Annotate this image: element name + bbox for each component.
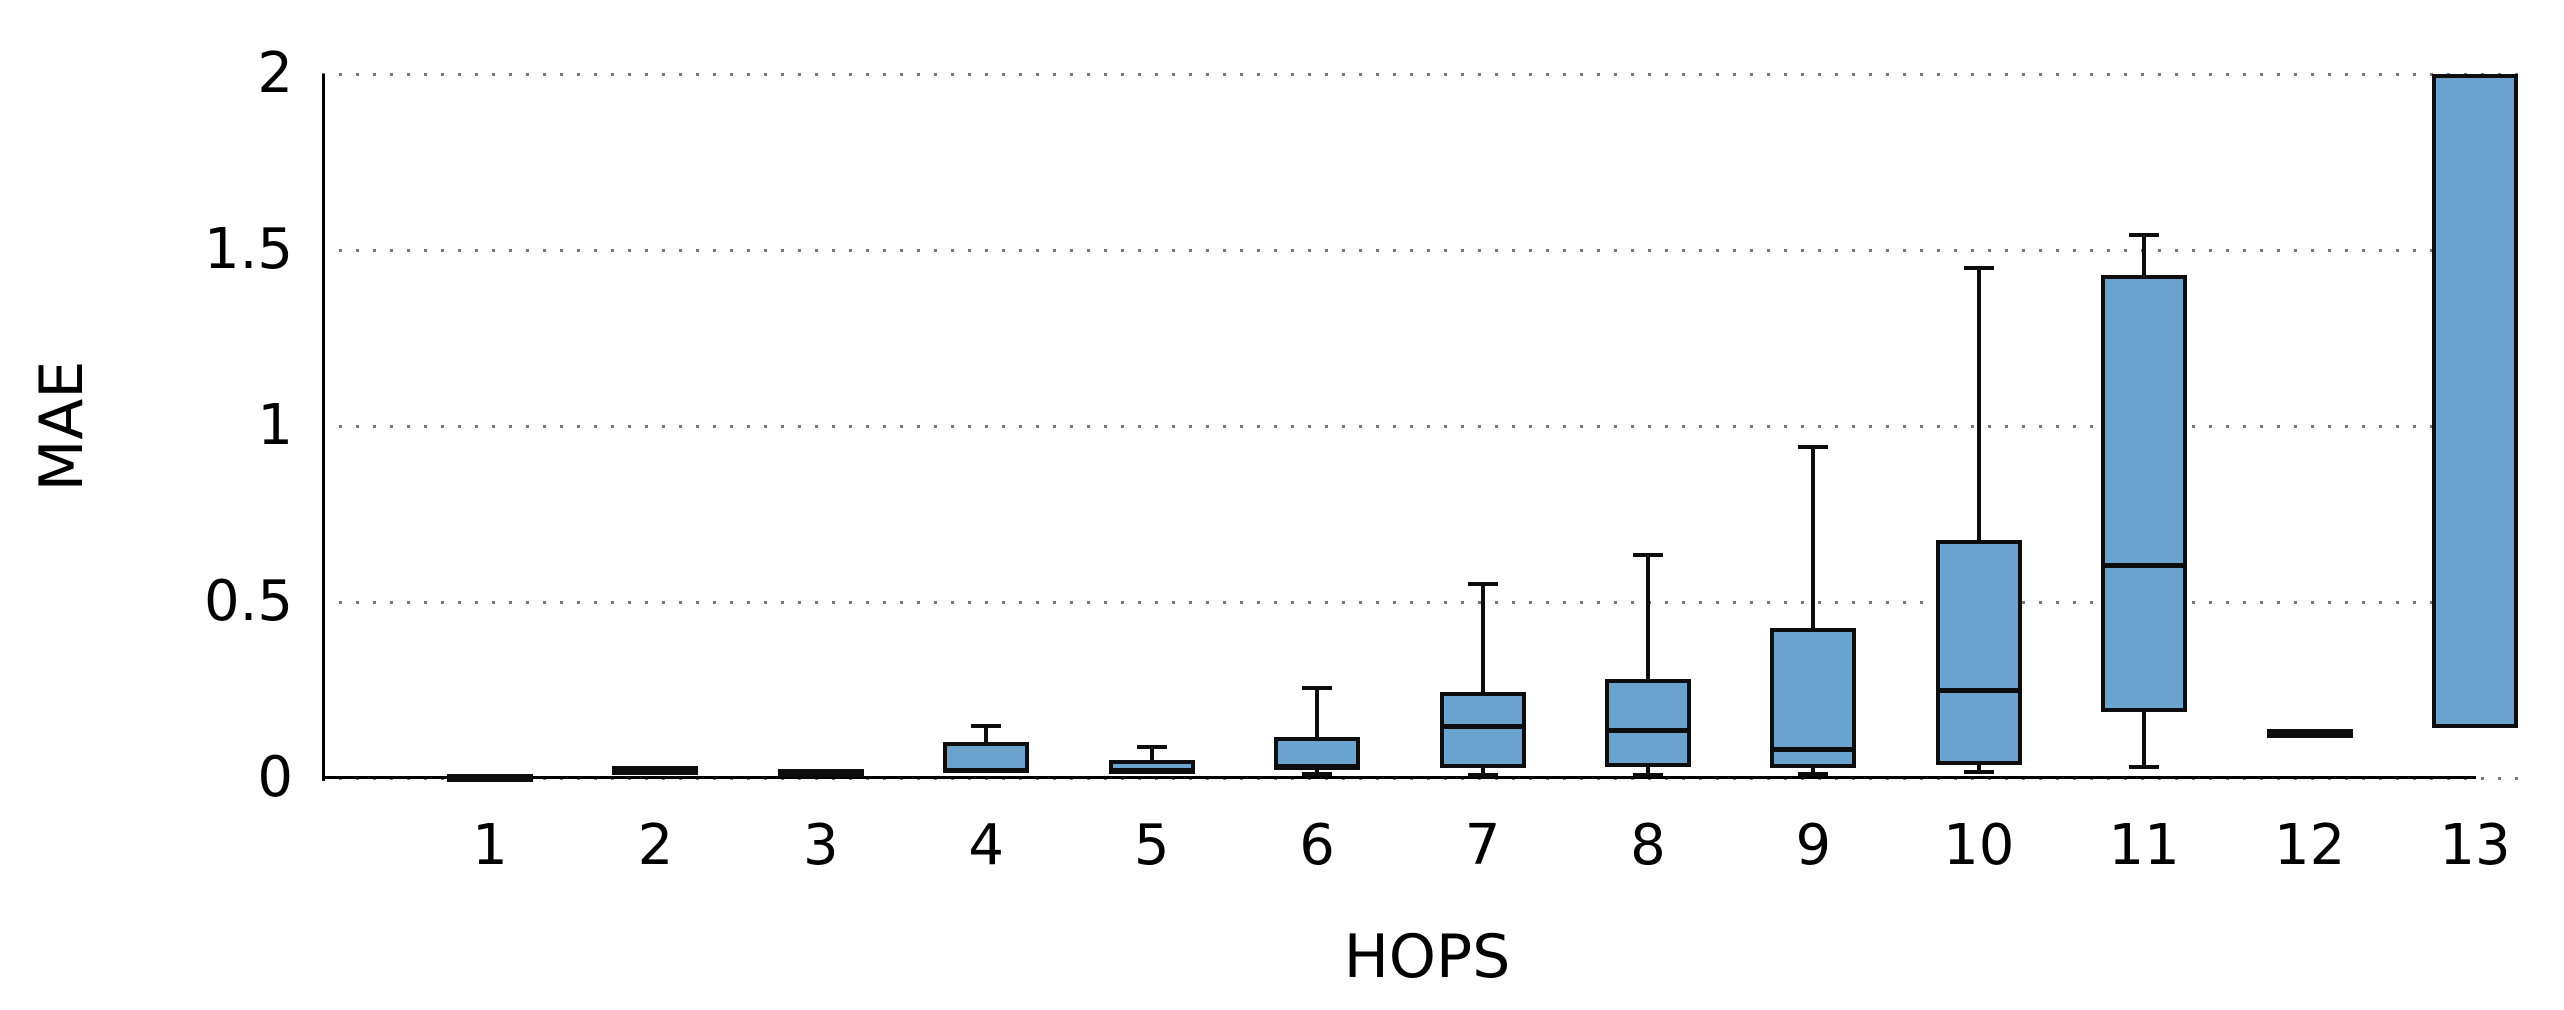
whisker-cap-bottom-hop-9 <box>1798 772 1829 777</box>
y-tick-label-2: 2 <box>257 41 293 106</box>
gridline-y-2 <box>322 72 2530 76</box>
whisker-cap-top-hop-9 <box>1798 445 1829 450</box>
whisker-stem-bottom-hop-8 <box>1645 767 1650 775</box>
whisker-cap-bottom-hop-8 <box>1632 772 1663 777</box>
whisker-stem-top-hop-6 <box>1315 687 1320 737</box>
whisker-stem-top-hop-4 <box>984 725 989 743</box>
box-hop-9 <box>1770 628 1857 769</box>
median-line-hop-9 <box>1770 747 1857 753</box>
whisker-cap-top-hop-11 <box>2129 232 2160 237</box>
x-tick-label-11: 11 <box>2108 813 2180 878</box>
median-line-hop-5 <box>1108 767 1195 773</box>
whisker-stem-top-hop-5 <box>1149 747 1154 761</box>
whisker-cap-bottom-hop-10 <box>1963 770 1994 775</box>
x-tick-label-7: 7 <box>1464 813 1501 878</box>
gridline-y-0.5 <box>322 600 2530 604</box>
box-hop-10 <box>1935 540 2022 765</box>
whisker-cap-bottom-hop-6 <box>1302 772 1333 777</box>
whisker-stem-bottom-hop-9 <box>1811 768 1816 775</box>
whisker-cap-top-hop-5 <box>1136 745 1167 750</box>
y-axis-spine <box>322 74 325 781</box>
whisker-cap-top-hop-8 <box>1632 552 1663 557</box>
median-line-hop-7 <box>1439 724 1526 730</box>
x-tick-label-6: 6 <box>1299 813 1335 878</box>
whisker-cap-top-hop-6 <box>1302 685 1333 690</box>
median-line-hop-8 <box>1604 727 1691 733</box>
whisker-stem-top-hop-7 <box>1480 584 1485 693</box>
median-line-hop-2 <box>612 767 699 773</box>
whisker-stem-bottom-hop-11 <box>2142 711 2147 768</box>
median-line-hop-4 <box>943 767 1030 773</box>
whisker-cap-top-hop-10 <box>1963 265 1994 270</box>
x-tick-label-10: 10 <box>1943 813 2015 878</box>
whisker-stem-top-hop-11 <box>2142 234 2147 275</box>
box-hop-11 <box>2101 274 2188 712</box>
median-line-hop-6 <box>1274 763 1361 769</box>
box-hop-8 <box>1604 679 1691 768</box>
x-tick-label-3: 3 <box>803 813 839 878</box>
y-tick-label-1.5: 1.5 <box>203 217 293 282</box>
x-tick-label-5: 5 <box>1133 813 1170 878</box>
y-tick-label-0.5: 0.5 <box>203 569 293 634</box>
x-tick-label-4: 4 <box>968 813 1005 878</box>
x-tick-label-1: 1 <box>472 813 508 878</box>
x-tick-label-13: 13 <box>2439 813 2511 878</box>
whisker-stem-bottom-hop-7 <box>1480 768 1485 775</box>
box-hop-13 <box>2432 74 2519 729</box>
gridline-y-1.5 <box>322 248 2530 252</box>
whisker-stem-top-hop-8 <box>1645 554 1650 680</box>
x-tick-label-8: 8 <box>1630 813 1666 878</box>
median-line-hop-1 <box>447 773 533 779</box>
whisker-stem-bottom-hop-6 <box>1315 769 1320 775</box>
whisker-stem-top-hop-10 <box>1976 267 1981 541</box>
x-axis-title: HOPS <box>1343 922 1511 992</box>
median-line-hop-10 <box>1935 687 2022 693</box>
median-line-hop-11 <box>2101 562 2188 568</box>
whisker-cap-top-hop-7 <box>1467 582 1498 587</box>
whisker-cap-bottom-hop-11 <box>2129 765 2160 770</box>
gridline-y-1 <box>322 424 2530 428</box>
y-tick-label-1: 1 <box>257 393 293 458</box>
box-hop-7 <box>1439 692 1526 769</box>
x-axis-spine <box>322 776 2476 779</box>
x-tick-label-9: 9 <box>1795 813 1832 878</box>
x-tick-label-12: 12 <box>2273 813 2346 878</box>
whisker-cap-top-hop-4 <box>971 723 1002 728</box>
x-tick-label-2: 2 <box>637 813 674 878</box>
y-tick-label-0: 0 <box>257 745 293 810</box>
median-line-hop-3 <box>777 770 864 776</box>
whisker-stem-bottom-hop-10 <box>1976 764 1981 772</box>
whisker-stem-top-hop-9 <box>1811 447 1816 629</box>
median-line-hop-12 <box>2266 729 2353 735</box>
whisker-cap-bottom-hop-7 <box>1467 772 1498 777</box>
